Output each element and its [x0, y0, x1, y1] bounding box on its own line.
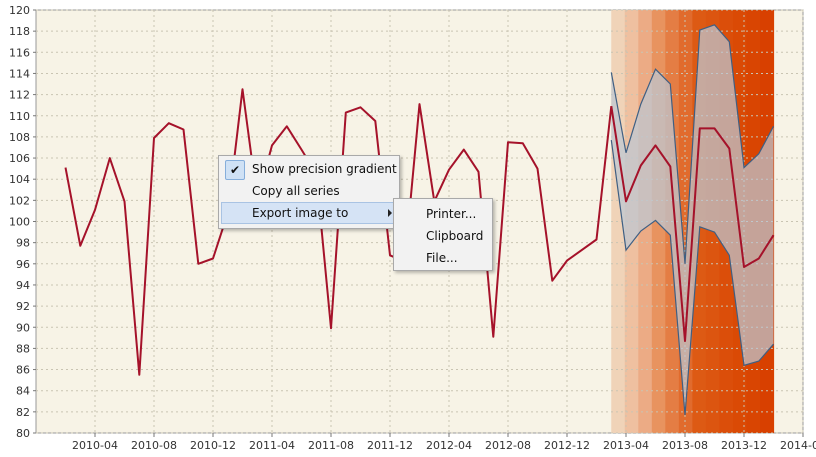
- menu-item-printer[interactable]: Printer...: [394, 203, 492, 225]
- x-tick-label: 2013-08: [662, 439, 708, 452]
- menu-item-export-image-to[interactable]: Export image to: [221, 202, 397, 224]
- y-tick-label: 114: [9, 67, 30, 80]
- x-tick-label: 2010-04: [72, 439, 118, 452]
- x-tick-label: 2010-12: [190, 439, 236, 452]
- y-axis: 80 82 84 86 88 90 92 94 96 98 100 102 104 106 108 110 11…: [9, 4, 36, 440]
- y-tick-label: 86: [16, 364, 30, 377]
- y-tick-label: 106: [9, 152, 30, 165]
- menu-item-label: Printer...: [426, 203, 476, 225]
- menu-item-label: Clipboard: [426, 225, 483, 247]
- y-tick-label: 88: [16, 342, 30, 355]
- menu-item-show-precision-gradient[interactable]: ✔ Show precision gradient: [221, 158, 397, 180]
- context-menu: ✔ Show precision gradient Copy all serie…: [218, 155, 400, 229]
- y-tick-label: 82: [16, 406, 30, 419]
- menu-item-clipboard[interactable]: Clipboard: [394, 225, 492, 247]
- y-tick-label: 110: [9, 110, 30, 123]
- menu-item-label: Copy all series: [252, 180, 340, 202]
- x-tick-label: 2011-08: [308, 439, 354, 452]
- submenu-arrow-icon: [388, 209, 392, 217]
- x-tick-label: 2010-08: [131, 439, 177, 452]
- x-tick-label: 2011-12: [367, 439, 413, 452]
- x-tick-label: 2013-04: [603, 439, 649, 452]
- y-tick-label: 96: [16, 258, 30, 271]
- y-tick-label: 84: [16, 385, 30, 398]
- menu-item-label: Export image to: [252, 203, 348, 223]
- y-tick-label: 118: [9, 25, 30, 38]
- x-tick-label: 2011-04: [249, 439, 295, 452]
- y-tick-label: 120: [9, 4, 30, 17]
- checkmark-icon: ✔: [225, 160, 245, 180]
- y-tick-label: 98: [16, 237, 30, 250]
- y-tick-label: 116: [9, 46, 30, 59]
- export-submenu: Printer... Clipboard File...: [393, 198, 493, 271]
- y-tick-label: 94: [16, 279, 30, 292]
- x-tick-label: 2012-12: [544, 439, 590, 452]
- x-tick-label: 2012-04: [426, 439, 472, 452]
- y-tick-label: 90: [16, 321, 30, 334]
- y-tick-label: 112: [9, 89, 30, 102]
- menu-item-label: File...: [426, 247, 458, 269]
- menu-item-label: Show precision gradient: [252, 158, 397, 180]
- x-tick-label: 2013-12: [721, 439, 767, 452]
- x-tick-label: 2012-08: [485, 439, 531, 452]
- y-tick-label: 80: [16, 427, 30, 440]
- menu-item-copy-all-series[interactable]: Copy all series: [221, 180, 397, 202]
- x-axis: 2010-04 2010-08 2010-12 2011-04 2011-08 2011-…: [72, 433, 816, 452]
- menu-item-file[interactable]: File...: [394, 247, 492, 269]
- y-tick-label: 108: [9, 131, 30, 144]
- y-tick-label: 104: [9, 173, 30, 186]
- y-tick-label: 102: [9, 194, 30, 207]
- x-tick-label: 2014-04: [780, 439, 816, 452]
- y-tick-label: 100: [9, 216, 30, 229]
- y-tick-label: 92: [16, 300, 30, 313]
